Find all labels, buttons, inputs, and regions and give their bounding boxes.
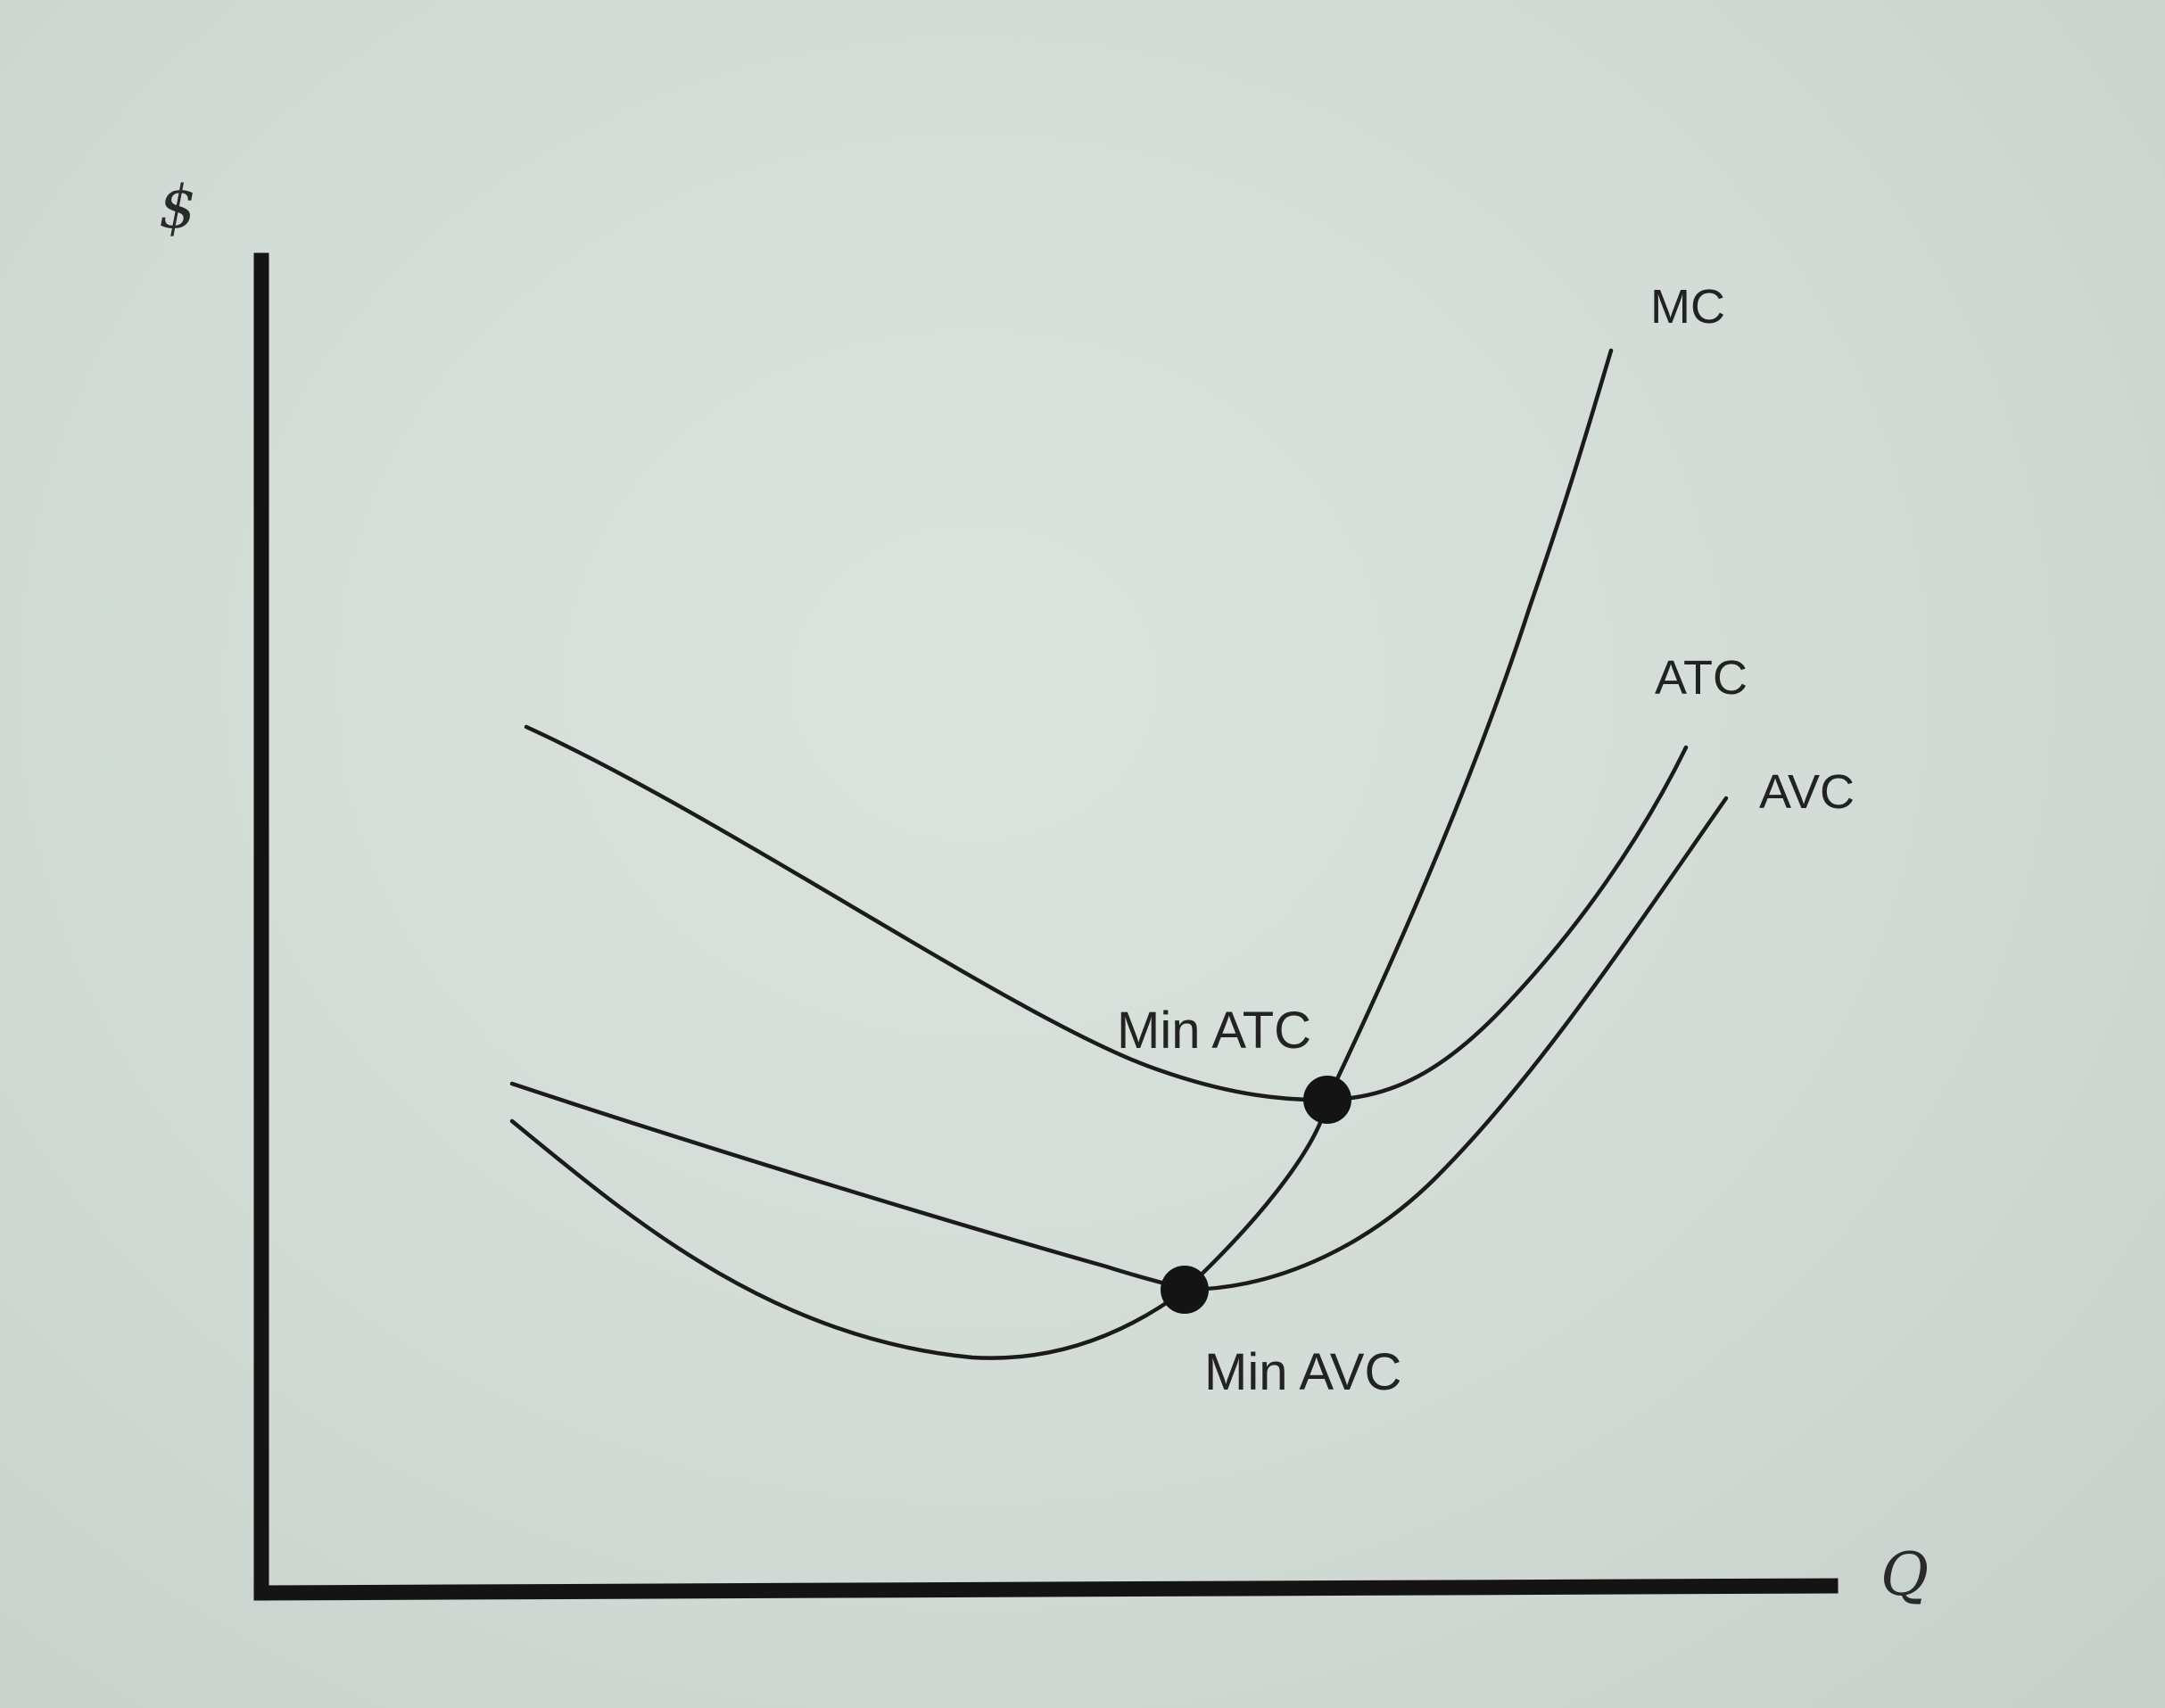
y-axis-label: $ [159,173,196,242]
mc-label: MC [1650,280,1725,334]
atc-label: ATC [1655,651,1748,705]
atc-curve [524,724,1689,1102]
avc-label: AVC [1759,765,1855,819]
min-avc-label: Min AVC [1204,1343,1401,1401]
min-atc-dot [1303,1076,1351,1124]
x-axis-label: Q [1880,1540,1929,1609]
mc-curve [509,348,1614,1360]
avc-curve [509,796,1729,1292]
min-atc-label: Min ATC [1117,1002,1311,1060]
min-avc-dot [1161,1266,1209,1314]
x-axis [253,1578,1839,1601]
